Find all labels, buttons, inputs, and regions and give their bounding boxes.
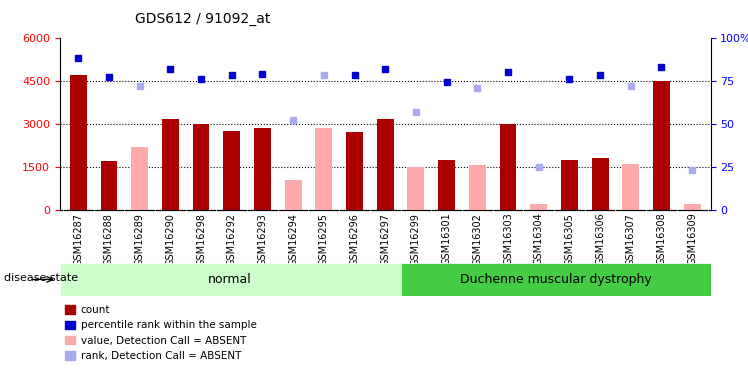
Text: GSM16299: GSM16299 — [411, 213, 421, 266]
Bar — [592, 158, 609, 210]
Text: GSM16301: GSM16301 — [441, 213, 452, 266]
Text: normal: normal — [209, 273, 252, 286]
Bar — [684, 204, 701, 210]
Text: GSM16290: GSM16290 — [165, 213, 175, 266]
Text: GSM16304: GSM16304 — [534, 213, 544, 266]
Bar — [316, 128, 332, 210]
Text: GSM16309: GSM16309 — [687, 213, 697, 266]
Legend: count, percentile rank within the sample, value, Detection Call = ABSENT, rank, : count, percentile rank within the sample… — [65, 305, 257, 361]
Text: GSM16297: GSM16297 — [380, 213, 390, 266]
Text: Duchenne muscular dystrophy: Duchenne muscular dystrophy — [460, 273, 652, 286]
Bar — [561, 160, 578, 210]
Text: GSM16296: GSM16296 — [349, 213, 360, 266]
Bar — [653, 81, 670, 210]
Text: GSM16287: GSM16287 — [73, 213, 83, 266]
Text: GSM16294: GSM16294 — [288, 213, 298, 266]
Bar — [469, 165, 485, 210]
Bar — [254, 128, 271, 210]
Bar — [131, 147, 148, 210]
Bar — [224, 131, 240, 210]
Text: GSM16303: GSM16303 — [503, 213, 513, 266]
Bar — [530, 204, 547, 210]
Bar — [162, 120, 179, 210]
Bar — [500, 124, 516, 210]
Bar — [346, 132, 363, 210]
Bar — [192, 124, 209, 210]
Text: GSM16306: GSM16306 — [595, 213, 605, 266]
Text: GSM16302: GSM16302 — [472, 213, 482, 266]
Text: GSM16308: GSM16308 — [657, 213, 666, 266]
Text: GSM16292: GSM16292 — [227, 213, 236, 266]
Text: GSM16289: GSM16289 — [135, 213, 144, 266]
Bar — [70, 75, 87, 210]
Text: GSM16288: GSM16288 — [104, 213, 114, 266]
Bar — [438, 160, 455, 210]
FancyBboxPatch shape — [401, 262, 711, 296]
Text: GSM16293: GSM16293 — [257, 213, 268, 266]
FancyBboxPatch shape — [60, 262, 401, 296]
Text: GDS612 / 91092_at: GDS612 / 91092_at — [135, 12, 270, 26]
Bar — [377, 120, 393, 210]
Text: disease state: disease state — [4, 273, 78, 283]
Bar — [100, 161, 117, 210]
Text: GSM16295: GSM16295 — [319, 213, 329, 266]
Text: GSM16305: GSM16305 — [565, 213, 574, 266]
Bar — [408, 167, 424, 210]
Text: GSM16307: GSM16307 — [626, 213, 636, 266]
Bar — [285, 180, 301, 210]
Bar — [622, 164, 640, 210]
Text: GSM16298: GSM16298 — [196, 213, 206, 266]
